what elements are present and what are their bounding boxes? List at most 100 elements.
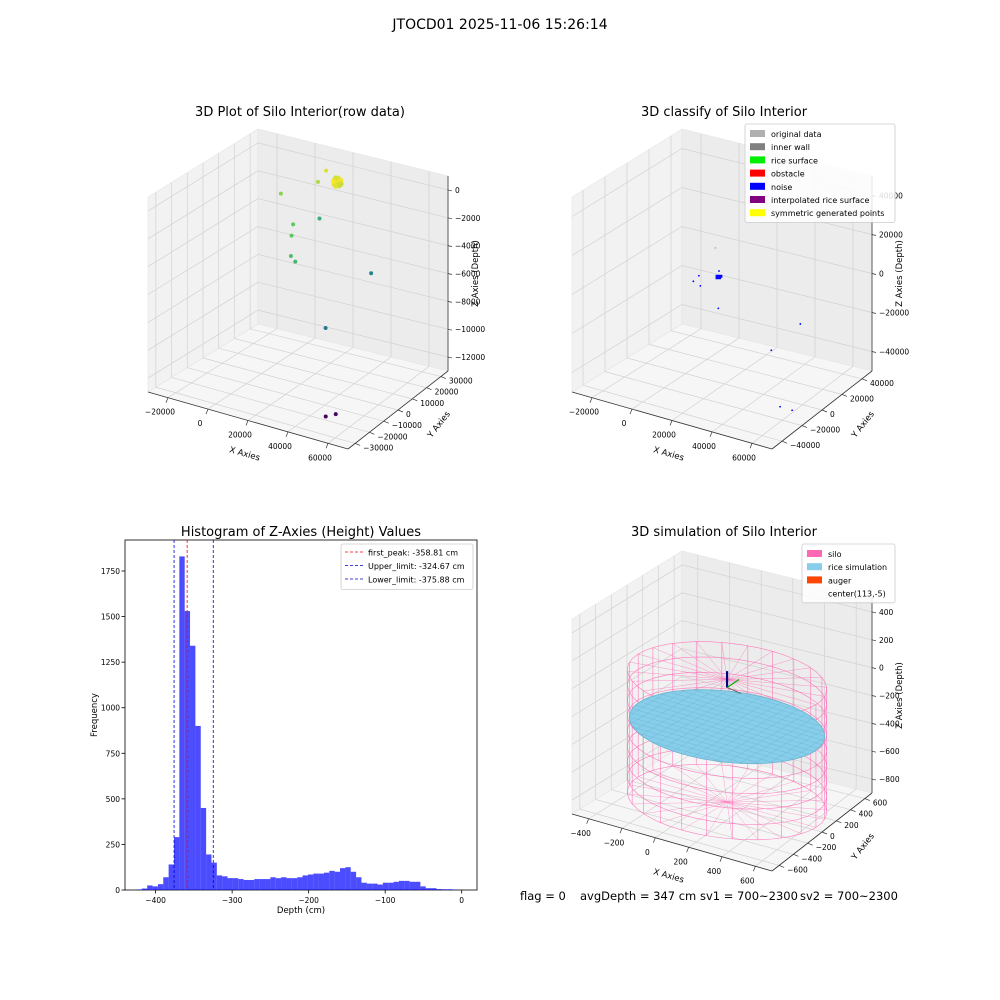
z-grid-line	[147, 198, 449, 267]
y-grid-line	[155, 386, 356, 444]
legend-swatch	[750, 169, 765, 177]
x-tick-label: 40000	[268, 442, 292, 451]
y-grid-line	[604, 371, 803, 426]
rice-mesh-line	[669, 691, 825, 737]
x-tick-label: 400	[707, 867, 722, 876]
x-tick	[285, 431, 289, 438]
x-tick-label: 60000	[308, 453, 332, 462]
data-point	[369, 271, 374, 276]
y-tick-label: 40000	[870, 379, 894, 388]
histogram-bar	[372, 883, 378, 890]
z-grid-line	[147, 226, 449, 295]
data-point	[278, 191, 283, 196]
z-tick	[871, 695, 877, 697]
data-point	[323, 414, 328, 419]
histogram-bar	[222, 876, 228, 890]
legend-box	[801, 543, 896, 604]
legend-box	[744, 123, 896, 223]
silo-floor-spoke	[706, 801, 728, 836]
silo-floor-spoke	[726, 773, 773, 803]
legend-swatch	[750, 143, 765, 151]
histogram-bar	[195, 725, 201, 890]
data-point	[291, 222, 296, 227]
y-tick-label: 1000	[101, 704, 120, 713]
histogram-bar	[366, 883, 373, 890]
z-tick-label: −20000	[879, 309, 909, 318]
histogram-bar	[168, 864, 174, 890]
y-tick-label: 20000	[850, 394, 874, 403]
silo-roof-spoke	[652, 647, 728, 680]
silo-roof-spoke	[727, 679, 827, 688]
rice-mesh-line	[769, 729, 824, 764]
z-grid-line	[571, 592, 873, 662]
legend-label: noise	[771, 183, 792, 192]
y-tick	[412, 398, 418, 402]
silo-roof-spoke	[727, 667, 811, 680]
rice-mesh-line	[787, 737, 825, 761]
z-grid-line	[571, 226, 873, 295]
flag-status: flag = 0	[520, 889, 566, 903]
y-grid-line	[582, 384, 783, 442]
y-tick	[861, 378, 868, 382]
x-tick-label: 20000	[652, 431, 676, 440]
histogram-bar	[141, 888, 148, 890]
y-tick	[793, 853, 799, 857]
x-tick-label: −100	[375, 896, 396, 905]
legend-label: Upper_limit: -324.67 cm	[368, 562, 465, 571]
x-tick	[325, 443, 329, 449]
silo-roof-spoke	[627, 671, 728, 680]
legend-label: interpolated rice surface	[771, 196, 869, 205]
histogram-bar	[200, 807, 207, 890]
y-grid-line	[648, 344, 843, 395]
x-tick	[245, 420, 249, 426]
data-point	[288, 254, 293, 259]
z-tick	[447, 217, 453, 220]
y-tick	[801, 425, 808, 428]
histogram-bar	[415, 881, 421, 890]
z-tick	[871, 778, 877, 781]
histogram-bar	[254, 879, 260, 890]
chart-title: 3D classify of Silo Interior	[641, 105, 808, 120]
x-axis-label: X Axies	[652, 445, 685, 463]
histogram-bar	[307, 874, 314, 890]
y-tick-label: 750	[106, 749, 121, 758]
x-tick	[165, 397, 169, 403]
rice-mesh-line	[652, 696, 823, 745]
noise-cluster-point	[716, 276, 719, 278]
x-tick	[589, 397, 593, 403]
y-tick-label: 200	[844, 821, 859, 830]
histogram-bar	[275, 878, 282, 890]
silo-floor-spoke	[632, 801, 728, 805]
x-tick-label: −200	[298, 896, 319, 905]
z-tick-label: 200	[879, 636, 894, 645]
x-tick-label: −400	[145, 896, 166, 905]
rice-mesh-line	[703, 705, 791, 760]
y-tick	[864, 798, 870, 801]
histogram-bar	[302, 875, 308, 890]
raw-data-3d-plot: 3D Plot of Silo Interior(row data)−20000…	[145, 105, 485, 464]
legend-swatch	[750, 209, 765, 217]
histogram-bar	[329, 870, 335, 890]
histogram-bar	[431, 888, 437, 890]
z-axis-label: Z Axies (Depth)	[895, 240, 905, 307]
z-tick-label: −4000	[455, 242, 481, 251]
noise-cluster-point	[715, 274, 718, 277]
y-tick-label: 400	[859, 810, 874, 819]
rice-mesh-line	[693, 689, 822, 727]
silo-floor-spoke	[726, 801, 759, 840]
y-grid-line	[218, 347, 413, 400]
sv1-status: sv1 = 700~2300	[700, 889, 798, 903]
z-tick	[871, 639, 877, 642]
classified-point	[714, 246, 717, 249]
y-tick	[397, 409, 404, 413]
histogram-bar	[323, 872, 330, 890]
silo-floor-spoke	[726, 801, 782, 839]
y-tick-label: 500	[106, 795, 121, 804]
histogram-bar	[265, 879, 271, 890]
z-grid-line	[147, 309, 449, 379]
z-tick-label: 20000	[879, 231, 903, 240]
depth-histogram: Histogram of Z-Axies (Height) Values −400…	[90, 525, 478, 916]
histogram-bar	[356, 877, 362, 890]
histogram-bar	[281, 877, 287, 890]
y-grid-line	[250, 328, 441, 377]
